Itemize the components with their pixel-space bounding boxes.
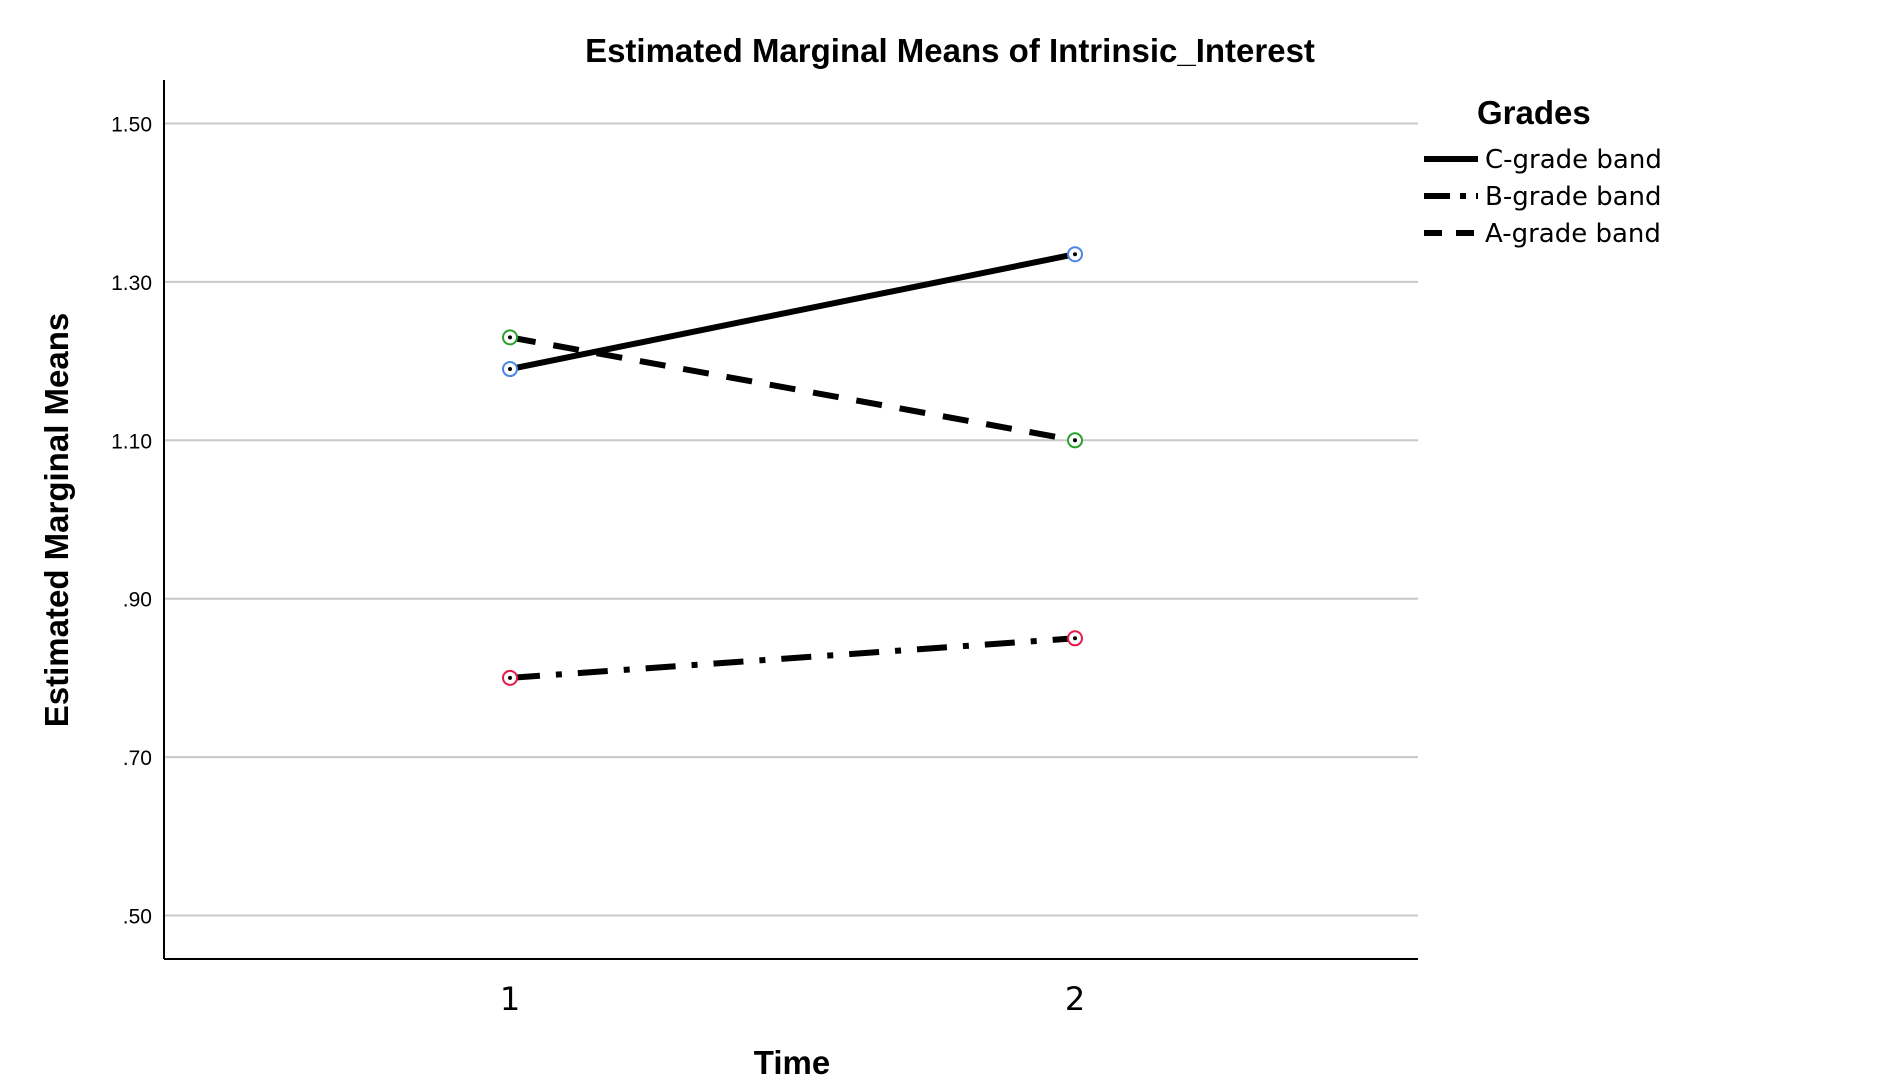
y-axis-label: Estimated Marginal Means — [38, 313, 75, 727]
series-line-2 — [509, 635, 1076, 681]
x-axis-label: Time — [754, 1044, 830, 1081]
legend-label: C-grade band — [1485, 145, 1662, 175]
legend-title: Grades — [1477, 94, 1591, 131]
y-tick-label: .70 — [123, 747, 152, 770]
y-tick-label: .90 — [123, 589, 152, 612]
y-tick-label: 1.50 — [111, 114, 152, 137]
data-point-center — [1073, 438, 1077, 443]
series-line-1 — [509, 251, 1076, 372]
y-tick-label: 1.30 — [111, 272, 152, 295]
y-tick-label: .50 — [123, 905, 152, 928]
x-tick-label: 1 — [500, 980, 520, 1018]
y-tick-labels: .50 .70 .90 1.10 1.30 1.50 — [111, 114, 152, 929]
gridlines — [164, 122, 1418, 917]
legend-label: B-grade band — [1485, 182, 1662, 212]
point-markers — [502, 246, 1083, 686]
legend-label: A-grade band — [1485, 219, 1661, 249]
data-point-center — [508, 335, 512, 340]
y-tick-label: 1.10 — [111, 430, 152, 453]
axes — [163, 80, 1418, 960]
series-lines — [509, 251, 1076, 681]
data-point-center — [508, 675, 512, 680]
data-point-center — [508, 367, 512, 372]
data-point-center — [1073, 636, 1077, 641]
chart-title: Estimated Marginal Means of Intrinsic_In… — [585, 32, 1315, 69]
data-point-center — [1073, 252, 1077, 257]
series-line-3 — [509, 334, 1076, 444]
legend: Grades C-grade band B-grade band A-grade b… — [1424, 94, 1662, 249]
x-tick-label: 2 — [1065, 980, 1085, 1018]
